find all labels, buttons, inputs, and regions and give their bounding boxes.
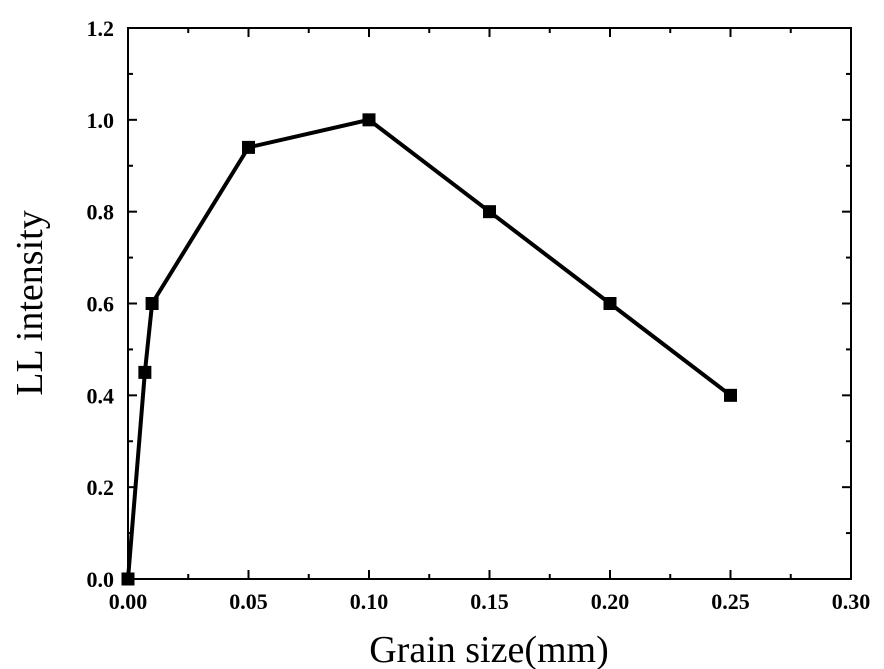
x-axis-title: Grain size(mm) xyxy=(369,629,609,669)
x-tick-label: 0.25 xyxy=(711,589,750,614)
y-tick-label: 0.6 xyxy=(87,292,115,317)
series-markers xyxy=(121,113,737,586)
data-point-marker xyxy=(145,297,159,310)
x-tick-label: 0.05 xyxy=(229,589,268,614)
y-tick-label: 0.2 xyxy=(87,475,115,500)
y-tick-label: 0.8 xyxy=(87,200,115,225)
data-point-marker xyxy=(483,205,496,219)
data-point-marker xyxy=(242,140,255,154)
data-point-marker xyxy=(603,297,617,310)
data-point-marker xyxy=(138,365,152,379)
x-tick-label: 0.00 xyxy=(109,589,148,614)
axis-ticks xyxy=(127,27,852,580)
data-point-marker xyxy=(724,388,737,402)
x-tick-label: 0.30 xyxy=(832,589,871,614)
x-tick-label: 0.10 xyxy=(350,589,389,614)
plot-frame xyxy=(127,27,852,580)
y-tick-label: 1.2 xyxy=(87,16,115,41)
data-point-marker xyxy=(121,572,135,586)
y-axis-title: LL intensity xyxy=(9,210,51,395)
y-tick-label: 0.4 xyxy=(87,383,115,408)
x-tick-label: 0.15 xyxy=(470,589,509,614)
series-line xyxy=(126,117,732,580)
y-tick-label: 1.0 xyxy=(87,108,115,133)
x-tick-label: 0.20 xyxy=(591,589,630,614)
tick-labels: 0.00 0.05 0.10 0.15 0.20 0.25 0.30 0.0 0.2 0.4 0.6… xyxy=(87,16,871,614)
data-point-marker xyxy=(362,113,376,127)
y-tick-label: 0.0 xyxy=(87,567,115,592)
